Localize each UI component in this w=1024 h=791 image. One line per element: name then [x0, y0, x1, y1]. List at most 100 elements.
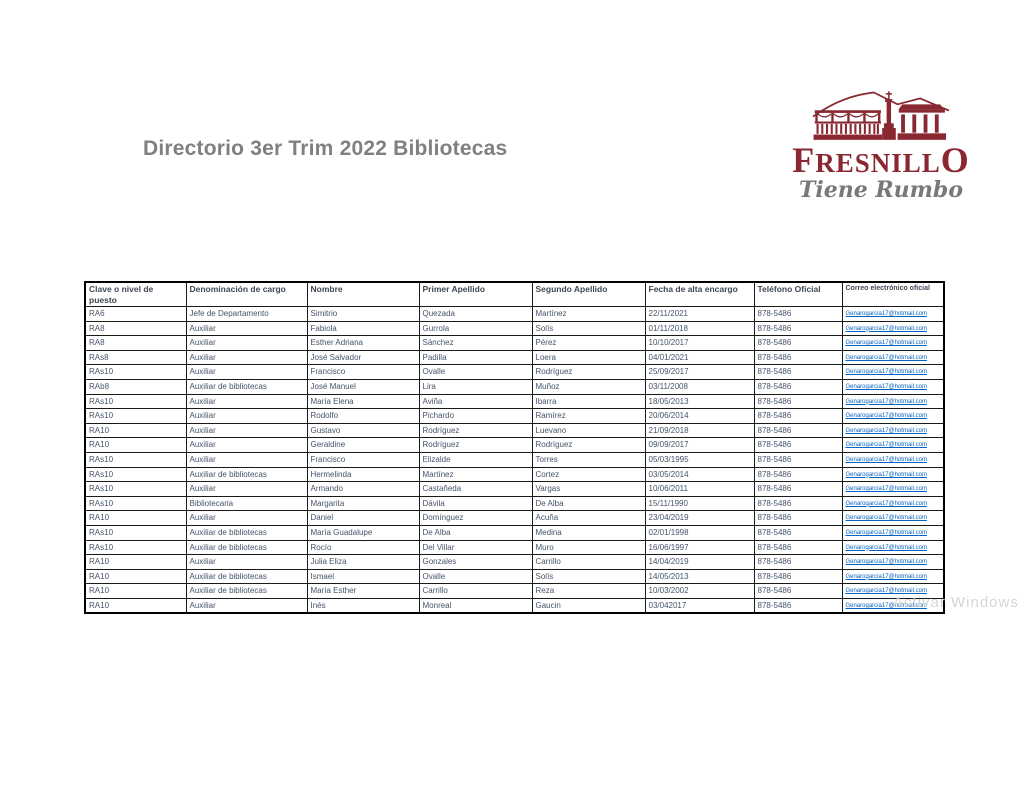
cell-correo: Genarogarcia17@hotmail.com: [841, 597, 945, 614]
cell-nombre: Rocío: [306, 539, 420, 556]
email-link[interactable]: Genarogarcia17@hotmail.com: [845, 413, 927, 420]
email-link[interactable]: Genarogarcia17@hotmail.com: [845, 369, 927, 376]
cell-cargo: Auxiliar: [185, 554, 308, 570]
table-row: RAs10 Auxiliar Armando Castañeda Vargas 10/06…: [84, 481, 945, 497]
cell-clave: RAs10: [84, 539, 187, 556]
email-link[interactable]: Genarogarcia17@hotmail.com: [845, 456, 927, 463]
email-link[interactable]: Genarogarcia17@hotmail.com: [845, 515, 927, 522]
table-row: RAs10 Auxiliar María Elena Aviña Ibarra 18/05…: [84, 393, 945, 410]
cell-clave: RA10: [84, 597, 187, 614]
table-row: RA10 Auxiliar Julia Eliza Gonzales Carrillo 1…: [84, 554, 945, 570]
cell-primer-apellido: Rodríguez: [418, 422, 533, 439]
table-row: RAs10 Auxiliar de bibliotecas Hermelinda Ma…: [84, 466, 945, 483]
cell-correo: Genarogarcia17@hotmail.com: [841, 437, 945, 453]
cell-telefono: 878-5486: [753, 320, 843, 337]
email-link[interactable]: Genarogarcia17@hotmail.com: [845, 588, 927, 595]
cell-fecha-alta: 18/05/2013: [644, 393, 755, 410]
cell-primer-apellido: Quezada: [418, 306, 533, 322]
table-row: RAs10 Auxiliar de bibliotecas María Guadal…: [84, 524, 945, 541]
cell-cargo: Auxiliar: [185, 364, 308, 380]
email-link[interactable]: Genarogarcia17@hotmail.com: [845, 383, 927, 390]
cell-segundo-apellido: Pérez: [531, 335, 646, 351]
email-link[interactable]: Genarogarcia17@hotmail.com: [845, 311, 927, 317]
cell-fecha-alta: 20/06/2014: [644, 408, 755, 424]
column-header-telefono: Teléfono Oficial: [753, 281, 843, 307]
cell-telefono: 878-5486: [753, 422, 843, 439]
email-link[interactable]: Genarogarcia17@hotmail.com: [845, 325, 927, 332]
email-link[interactable]: Genarogarcia17@hotmail.com: [845, 340, 927, 347]
email-link[interactable]: Genarogarcia17@hotmail.com: [845, 442, 927, 449]
email-link[interactable]: Genarogarcia17@hotmail.com: [845, 471, 927, 478]
cell-clave: RAs10: [84, 524, 187, 541]
cell-telefono: 878-5486: [753, 466, 843, 483]
cell-clave: RAs10: [84, 393, 187, 410]
cell-segundo-apellido: Muro: [531, 539, 646, 556]
cell-correo: Genarogarcia17@hotmail.com: [841, 510, 945, 526]
cell-correo: Genarogarcia17@hotmail.com: [841, 393, 945, 410]
email-link[interactable]: Genarogarcia17@hotmail.com: [845, 559, 927, 566]
column-header-primer-apellido: Primer Apellido: [418, 281, 533, 307]
table-row: RAs10 Bibliotecaria Margarita Dávila De Alba…: [84, 495, 945, 512]
cell-telefono: 878-5486: [753, 524, 843, 541]
cell-clave: RA8: [84, 320, 187, 337]
cell-telefono: 878-5486: [753, 378, 843, 395]
cell-telefono: 878-5486: [753, 349, 843, 366]
cell-correo: Genarogarcia17@hotmail.com: [841, 422, 945, 439]
cell-cargo: Auxiliar de bibliotecas: [185, 524, 308, 541]
table-row: RA8 Auxiliar Esther Adriana Sánchez Pérez 10/…: [84, 335, 945, 351]
cell-primer-apellido: Carrillo: [418, 583, 533, 599]
cell-primer-apellido: Padilla: [418, 349, 533, 366]
cell-correo: Genarogarcia17@hotmail.com: [841, 320, 945, 337]
table-row: RA10 Auxiliar de bibliotecas Ismael Ovalle S…: [84, 568, 945, 585]
cell-cargo: Jefe de Departamento: [185, 306, 308, 322]
cell-cargo: Bibliotecaria: [185, 495, 308, 512]
cell-nombre: Daniel: [306, 510, 420, 526]
cell-fecha-alta: 10/06/2011: [644, 481, 755, 497]
table-row: RAb8 Auxiliar de bibliotecas José Manuel Li…: [84, 378, 945, 395]
cell-fecha-alta: 10/10/2017: [644, 335, 755, 351]
email-link[interactable]: Genarogarcia17@hotmail.com: [845, 398, 927, 405]
cell-segundo-apellido: Luevano: [531, 422, 646, 439]
cell-fecha-alta: 05/03/1995: [644, 451, 755, 468]
cell-correo: Genarogarcia17@hotmail.com: [841, 378, 945, 395]
cell-nombre: Armando: [306, 481, 420, 497]
cell-correo: Genarogarcia17@hotmail.com: [841, 481, 945, 497]
email-link[interactable]: Genarogarcia17@hotmail.com: [845, 486, 927, 493]
cell-nombre: Rodolfo: [306, 408, 420, 424]
cell-segundo-apellido: Martínez: [531, 306, 646, 322]
cell-nombre: Julia Eliza: [306, 554, 420, 570]
cell-segundo-apellido: Solís: [531, 568, 646, 585]
email-link[interactable]: Genarogarcia17@hotmail.com: [845, 573, 927, 580]
cell-fecha-alta: 03/042017: [644, 597, 755, 614]
email-link[interactable]: Genarogarcia17@hotmail.com: [845, 529, 927, 536]
email-link[interactable]: Genarogarcia17@hotmail.com: [845, 427, 927, 434]
cell-nombre: Simitrio: [306, 306, 420, 322]
cell-clave: RA10: [84, 583, 187, 599]
cell-nombre: Francisco: [306, 364, 420, 380]
cell-fecha-alta: 21/09/2018: [644, 422, 755, 439]
column-header-correo: Correo electrónico oficial: [841, 281, 945, 307]
cell-nombre: José Manuel: [306, 378, 420, 395]
cell-cargo: Auxiliar: [185, 510, 308, 526]
cell-nombre: Fabiola: [306, 320, 420, 337]
cell-fecha-alta: 16/06/1997: [644, 539, 755, 556]
cell-nombre: María Esther: [306, 583, 420, 599]
cell-telefono: 878-5486: [753, 437, 843, 453]
cell-fecha-alta: 14/04/2019: [644, 554, 755, 570]
cell-cargo: Auxiliar: [185, 335, 308, 351]
cell-cargo: Auxiliar de bibliotecas: [185, 583, 308, 599]
cell-cargo: Auxiliar de bibliotecas: [185, 568, 308, 585]
email-link[interactable]: Genarogarcia17@hotmail.com: [845, 544, 927, 551]
column-header-segundo-apellido: Segundo Apellido: [531, 281, 646, 307]
table-row: RA10 Auxiliar Geraldine Rodríguez Rodríguez 0…: [84, 437, 945, 453]
cell-nombre: Francisco: [306, 451, 420, 468]
email-link[interactable]: Genarogarcia17@hotmail.com: [845, 500, 927, 507]
cell-telefono: 878-5486: [753, 597, 843, 614]
cell-correo: Genarogarcia17@hotmail.com: [841, 539, 945, 556]
table-row: RA6 Jefe de Departamento Simitrio Quezada Ma…: [84, 306, 945, 322]
email-link[interactable]: Genarogarcia17@hotmail.com: [845, 602, 927, 609]
cell-primer-apellido: Ovalle: [418, 568, 533, 585]
email-link[interactable]: Genarogarcia17@hotmail.com: [845, 354, 927, 361]
cell-nombre: Gustavo: [306, 422, 420, 439]
cell-cargo: Auxiliar: [185, 349, 308, 366]
